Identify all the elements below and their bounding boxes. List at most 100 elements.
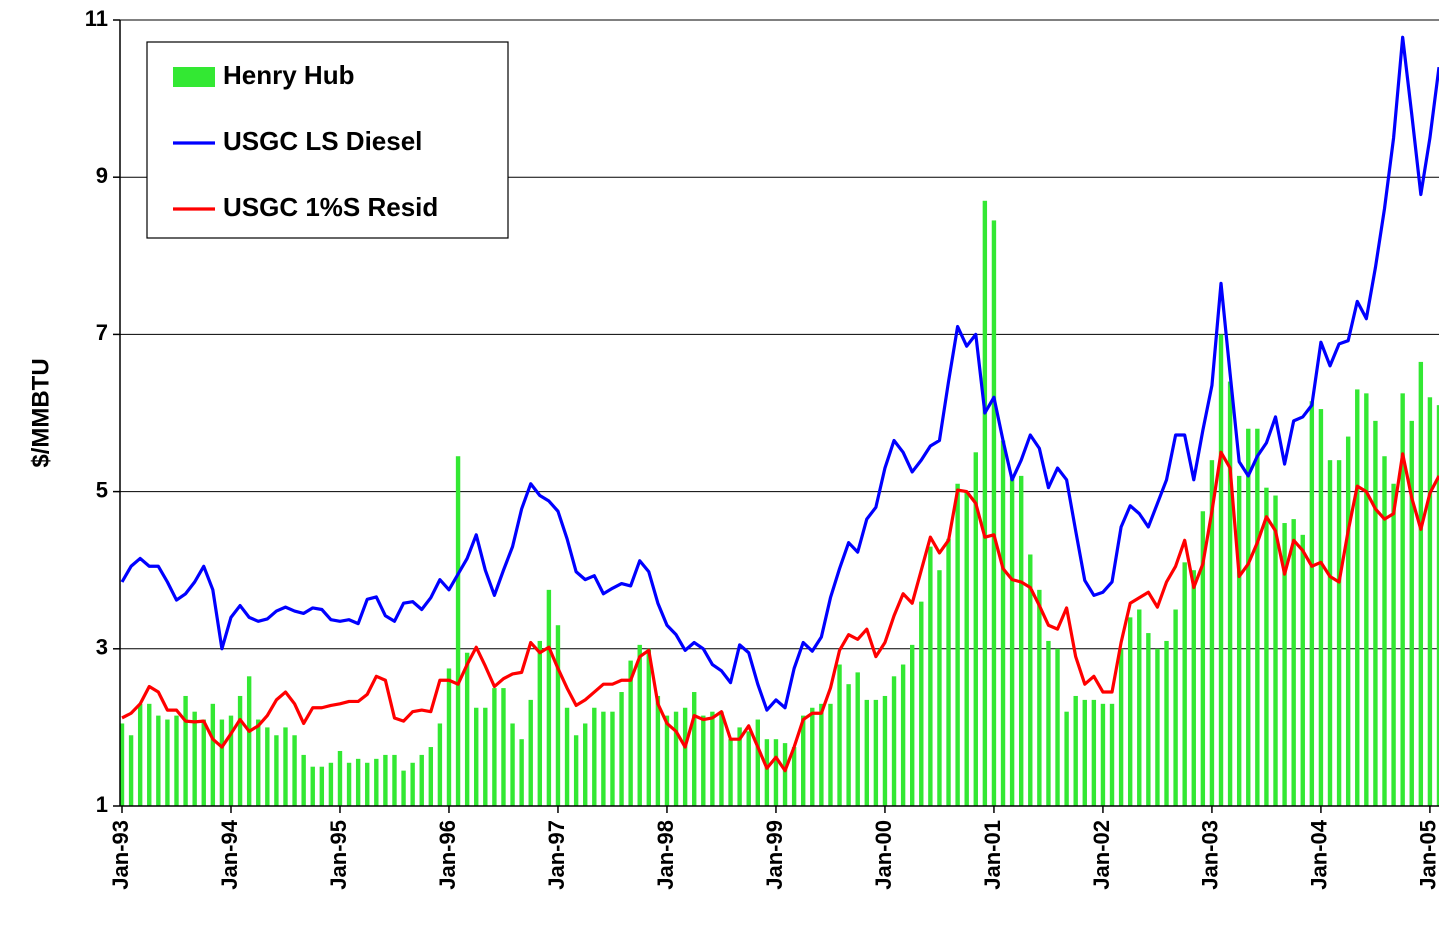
x-tick-label: Jan-94 (217, 819, 242, 889)
bar (147, 703, 152, 806)
bar (501, 688, 506, 806)
bar (610, 711, 615, 806)
y-tick-label: 7 (96, 320, 108, 345)
bar (492, 688, 497, 806)
bar (819, 703, 824, 806)
bar (1191, 570, 1196, 806)
bar (256, 719, 261, 806)
y-tick-label: 3 (96, 635, 108, 660)
x-tick-label: Jan-98 (653, 820, 678, 890)
bar (1182, 562, 1187, 806)
line-series (120, 35, 1439, 712)
bar (1000, 440, 1006, 806)
bar (192, 711, 197, 806)
bar (673, 711, 679, 806)
bar (474, 707, 479, 806)
bar (237, 695, 243, 806)
bar (1391, 483, 1396, 806)
bar (1073, 695, 1078, 806)
x-tick-label: Jan-96 (435, 820, 460, 890)
bar (1018, 475, 1024, 806)
bar (737, 727, 742, 806)
bar (1200, 511, 1206, 806)
bar (773, 739, 779, 806)
bar (483, 707, 488, 806)
x-tick-label: Jan-93 (108, 820, 133, 890)
bar (592, 707, 597, 806)
bar (1382, 456, 1387, 806)
bar (246, 676, 252, 806)
bar (873, 699, 879, 806)
bar (301, 754, 306, 806)
bar (1264, 487, 1269, 806)
bar (546, 589, 552, 806)
bar (764, 739, 770, 806)
bar (274, 735, 279, 806)
bar (882, 695, 888, 806)
bar (1273, 495, 1278, 806)
x-tick-label: Jan-02 (1089, 820, 1114, 890)
bar (346, 762, 352, 806)
bar (900, 664, 906, 806)
bar (1037, 589, 1042, 806)
bar (710, 711, 715, 806)
bar (401, 770, 406, 806)
bar (1345, 436, 1351, 806)
bar (1327, 460, 1333, 806)
bar (782, 743, 788, 806)
bar (328, 762, 334, 806)
legend: Henry Hub USGC LS Diesel USGC 1%S Resid (146, 41, 509, 239)
bar (583, 723, 588, 806)
bar (1155, 648, 1160, 806)
bar (1355, 389, 1360, 806)
bar (864, 699, 869, 806)
bar (692, 692, 697, 806)
y-tick-label: 5 (96, 477, 108, 502)
bar (991, 220, 997, 806)
bar (1028, 554, 1033, 806)
bar (955, 483, 960, 806)
bar (464, 652, 470, 806)
bar (619, 692, 624, 806)
bar (219, 719, 225, 806)
bar (964, 491, 969, 806)
line-series (121, 450, 1439, 773)
x-tick-label: Jan-97 (544, 820, 569, 890)
bar (755, 719, 760, 806)
bar (1127, 617, 1133, 806)
bar (1009, 475, 1015, 806)
bar (365, 762, 370, 806)
bar (183, 695, 188, 806)
y-tick-label: 11 (85, 6, 108, 31)
bar (628, 660, 633, 806)
bar (437, 723, 443, 806)
y-tick-label: 1 (96, 792, 108, 817)
bar (228, 715, 234, 806)
bar (573, 735, 579, 806)
bar (165, 719, 170, 806)
bar (156, 715, 161, 806)
bar (210, 703, 216, 806)
bar (128, 735, 134, 806)
bar (374, 758, 379, 806)
bar (1255, 428, 1260, 806)
bar (510, 723, 515, 806)
bar (201, 719, 206, 806)
bar (1400, 393, 1405, 806)
bar (392, 754, 397, 806)
legend-label: Henry Hub (223, 60, 354, 90)
bar (1309, 401, 1315, 806)
bar (919, 601, 924, 806)
bar (1064, 711, 1069, 806)
bar (601, 711, 606, 806)
bar (1291, 519, 1296, 806)
bar (1091, 699, 1097, 806)
bar (1236, 475, 1242, 806)
bar (1209, 460, 1215, 806)
bar (1137, 609, 1142, 806)
bar (1046, 640, 1051, 806)
legend-label: USGC 1%S Resid (223, 192, 438, 222)
x-tick-label: Jan-03 (1198, 820, 1223, 890)
x-tick-label: Jan-95 (326, 820, 351, 890)
